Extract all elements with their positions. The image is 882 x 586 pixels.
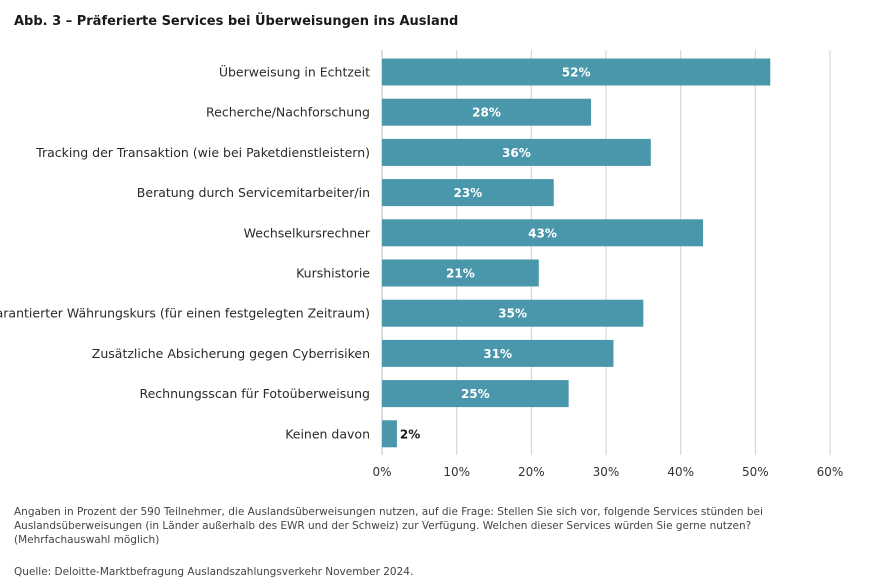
bar <box>382 179 554 207</box>
bar <box>382 98 592 126</box>
category-label: Rechnungsscan für Fotoüberweisung <box>139 386 370 401</box>
bar <box>382 219 704 247</box>
data-label: 43% <box>528 226 557 240</box>
bar <box>382 380 569 408</box>
data-label: 36% <box>502 146 531 160</box>
category-label: Kurshistorie <box>296 266 370 281</box>
x-tick-label: 50% <box>742 465 769 479</box>
data-label: 23% <box>453 186 482 200</box>
data-label: 31% <box>483 347 512 361</box>
x-tick-label: 10% <box>443 465 470 479</box>
category-label: Zusätzliche Absicherung gegen Cyberrisik… <box>92 346 370 361</box>
x-tick-label: 20% <box>518 465 545 479</box>
x-tick-label: 30% <box>593 465 620 479</box>
bar <box>382 420 397 448</box>
chart-source: Quelle: Deloitte-Marktbefragung Auslands… <box>14 566 414 578</box>
data-label: 35% <box>498 307 527 321</box>
category-label: Garantierter Währungskurs (für einen fes… <box>0 306 370 321</box>
category-label: Recherche/Nachforschung <box>206 105 370 120</box>
bar <box>382 299 644 327</box>
bar-chart: 0% 10% 20% 30% 40% 50% 60% Überweisung in Echtz… <box>0 50 844 479</box>
category-label: Überweisung in Echtzeit <box>219 64 370 80</box>
data-label: 28% <box>472 106 501 120</box>
x-tick-label: 60% <box>817 465 844 479</box>
category-label: Beratung durch Servicemitarbeiter/in <box>137 185 370 200</box>
data-label: 2% <box>400 427 420 441</box>
category-label: Wechselkursrechner <box>244 225 371 240</box>
data-label: 25% <box>461 387 490 401</box>
chart-title: Abb. 3 – Präferierte Services bei Überwe… <box>14 14 459 29</box>
bar <box>382 138 651 166</box>
data-label: 21% <box>446 267 475 281</box>
bar <box>382 259 539 287</box>
x-tick-label: 0% <box>372 465 391 479</box>
category-label: Keinen davon <box>285 426 370 441</box>
category-label: Tracking der Transaktion (wie bei Paketd… <box>35 145 370 160</box>
data-label: 52% <box>562 66 591 80</box>
bar <box>382 339 614 367</box>
chart-note: Angaben in Prozent der 590 Teilnehmer, d… <box>14 506 763 546</box>
bar <box>382 58 771 86</box>
x-tick-label: 40% <box>667 465 694 479</box>
